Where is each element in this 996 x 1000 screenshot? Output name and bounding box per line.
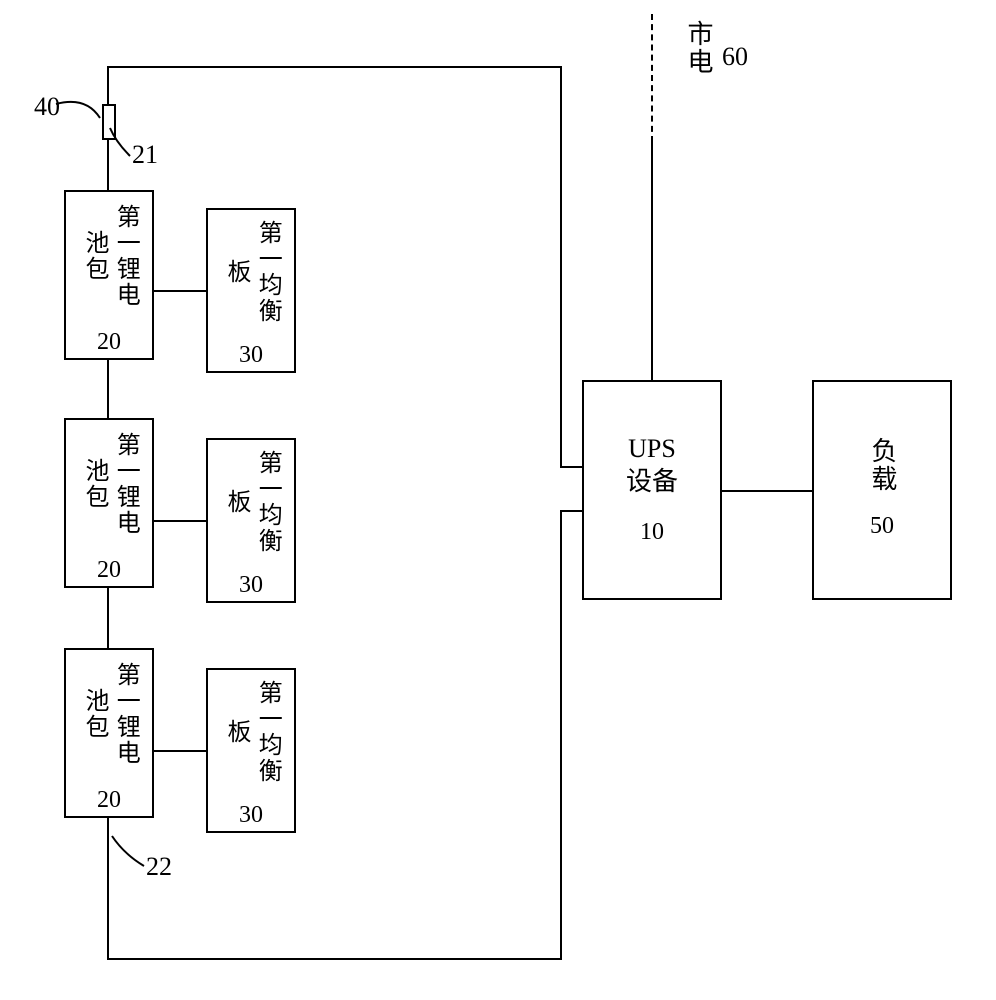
ref-r40: 40 (34, 92, 60, 122)
balance-board-0: 第一均衡板 30 (206, 208, 296, 373)
wire-ups_load (722, 490, 812, 492)
ups-device: UPS设备 10 (582, 380, 722, 600)
ref-r22: 22 (146, 852, 172, 882)
balance-board-1: 第一均衡板 30 (206, 438, 296, 603)
fuse (102, 104, 116, 140)
mains-dashed-line (651, 14, 653, 142)
curve-c40 (56, 102, 100, 118)
wire-b2_b3 (107, 588, 109, 648)
wire-bb2 (154, 520, 206, 522)
load-label: 负载 (865, 437, 899, 493)
mains-label: 市电 (680, 20, 717, 76)
battery-pack-1-label: 第一锂电池包 (78, 420, 140, 549)
load-box: 负载 50 (812, 380, 952, 600)
ups-label-line1: UPS (628, 432, 676, 466)
balance-board-1-num: 30 (239, 570, 263, 601)
wire-bb1 (154, 290, 206, 292)
balance-board-2-num: 30 (239, 800, 263, 831)
load-num: 50 (870, 511, 894, 542)
battery-pack-0-label: 第一锂电池包 (78, 192, 140, 321)
battery-pack-2-num: 20 (97, 785, 121, 816)
balance-board-2-label: 第一均衡板 (220, 670, 282, 794)
battery-pack-0: 第一锂电池包 20 (64, 190, 154, 360)
battery-pack-1-num: 20 (97, 555, 121, 586)
wire-bb3 (154, 750, 206, 752)
wire-fuse_to_b1 (107, 140, 109, 190)
ups-label-line2: 设备 (626, 465, 678, 499)
battery-pack-0-num: 20 (97, 327, 121, 358)
battery-pack-2: 第一锂电池包 20 (64, 648, 154, 818)
mains-num: 60 (722, 42, 748, 72)
balance-board-0-label: 第一均衡板 (220, 210, 282, 334)
curve-c22 (112, 836, 144, 866)
ref-r21: 21 (132, 140, 158, 170)
diagram-canvas: 第一锂电池包20第一锂电池包20第一锂电池包20第一均衡板30第一均衡板30第一… (0, 0, 996, 1000)
wire-b3_down (107, 818, 109, 960)
wire-b1_b2 (107, 360, 109, 418)
balance-board-1-label: 第一均衡板 (220, 440, 282, 564)
balance-board-2: 第一均衡板 30 (206, 668, 296, 833)
ups-num: 10 (640, 517, 664, 548)
battery-pack-2-label: 第一锂电池包 (78, 650, 140, 779)
balance-board-0-num: 30 (239, 340, 263, 371)
wire-top_to_fuse (107, 66, 109, 104)
battery-pack-1: 第一锂电池包 20 (64, 418, 154, 588)
